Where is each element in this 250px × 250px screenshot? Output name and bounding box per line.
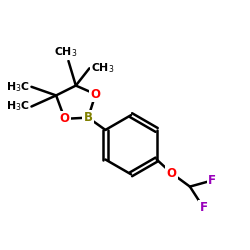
Text: H$_3$C: H$_3$C: [6, 100, 30, 114]
Text: O: O: [60, 112, 70, 125]
Text: O: O: [166, 166, 176, 179]
Text: CH$_3$: CH$_3$: [91, 62, 115, 75]
Text: H$_3$C: H$_3$C: [6, 80, 30, 94]
Text: F: F: [200, 201, 207, 214]
Text: B: B: [84, 111, 93, 124]
Text: O: O: [90, 88, 101, 101]
Text: CH$_3$: CH$_3$: [54, 45, 78, 59]
Text: F: F: [208, 174, 216, 187]
